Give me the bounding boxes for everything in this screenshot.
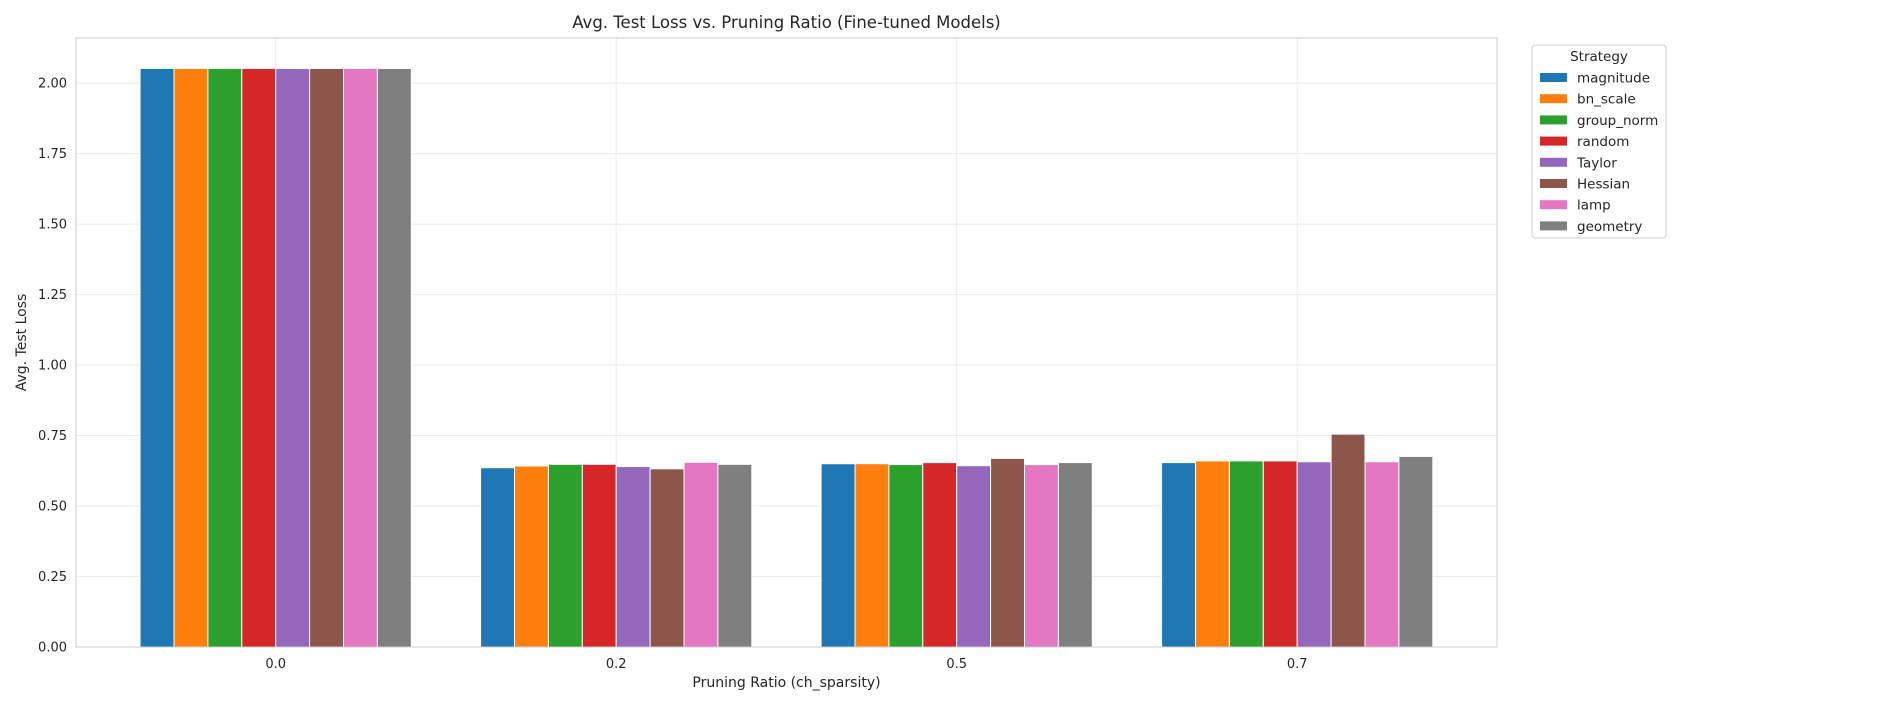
x-axis-ticks: 0.0 0.2 0.5 0.7 xyxy=(265,657,1307,672)
bar-bn-scale-0-5 xyxy=(854,463,890,648)
bar-geometry-0-7 xyxy=(1398,455,1434,648)
legend-swatch xyxy=(1540,136,1567,146)
x-tick-label: 0.7 xyxy=(1287,657,1308,672)
bar-random-0-5 xyxy=(922,462,958,648)
bar-bn-scale-0-2 xyxy=(514,465,549,648)
bar-lamp-0-5 xyxy=(1024,464,1059,648)
bar-bn-scale-0-0 xyxy=(173,67,209,648)
y-axis-ticks: 0.00 0.25 0.50 0.75 1.00 1.25 1.50 1.75 2.00 xyxy=(38,77,67,656)
legend-swatch xyxy=(1540,200,1567,210)
y-tick-label: 1.50 xyxy=(38,218,67,233)
bar-random-0-0 xyxy=(241,67,277,648)
bar-taylor-0-0 xyxy=(275,67,311,648)
legend-label: geometry xyxy=(1577,219,1642,235)
bar-magnitude-0-7 xyxy=(1161,462,1196,648)
legend-swatch xyxy=(1540,179,1567,188)
bar-hessian-0-0 xyxy=(309,67,345,648)
bar-geometry-0-5 xyxy=(1057,462,1093,648)
bar-group-norm-0-5 xyxy=(888,464,924,648)
y-tick-label: 1.00 xyxy=(38,359,67,374)
legend-swatch xyxy=(1540,94,1567,104)
y-axis-label: Avg. Test Loss xyxy=(14,294,30,392)
y-tick-label: 0.00 xyxy=(38,641,67,656)
bar-bn-scale-0-7 xyxy=(1195,460,1230,648)
y-tick-label: 0.50 xyxy=(38,500,67,515)
y-tick-label: 0.75 xyxy=(38,429,67,444)
legend-label: magnitude xyxy=(1577,71,1650,87)
legend: Strategy magnitude bn_scale group_normrand… xyxy=(1531,44,1667,239)
bar-magnitude-0-2 xyxy=(480,467,516,648)
legend-title: Strategy xyxy=(1570,49,1628,65)
bar-geometry-0-0 xyxy=(376,67,412,648)
bar-hessian-0-7 xyxy=(1330,433,1366,648)
bar-hessian-0-2 xyxy=(649,468,685,648)
x-tick-label: 0.2 xyxy=(606,657,627,672)
bar-taylor-0-5 xyxy=(956,465,992,648)
legend-swatch xyxy=(1540,115,1567,125)
bar-magnitude-0-5 xyxy=(820,463,856,648)
bar-group-norm-0-2 xyxy=(547,463,583,648)
bar-magnitude-0-0 xyxy=(139,67,175,648)
bar-geometry-0-2 xyxy=(717,463,753,648)
chart-title: Avg. Test Loss vs. Pruning Ratio (Fine-t… xyxy=(572,13,1001,32)
plot-area-frame xyxy=(75,37,1498,648)
legend-swatch xyxy=(1540,73,1567,82)
y-tick-label: 2.00 xyxy=(38,77,67,92)
bar-random-0-2 xyxy=(581,463,617,648)
bar-lamp-0-0 xyxy=(343,67,378,648)
legend-label: random xyxy=(1577,134,1629,150)
bar-hessian-0-5 xyxy=(990,457,1025,648)
bar-lamp-0-7 xyxy=(1364,461,1400,648)
y-tick-label: 0.25 xyxy=(38,570,67,585)
x-axis-label: Pruning Ratio (ch_sparsity) xyxy=(692,675,880,691)
bar-group-norm-0-0 xyxy=(207,67,243,648)
x-tick-label: 0.0 xyxy=(265,657,286,672)
bar-taylor-0-2 xyxy=(615,466,651,648)
legend-label: lamp xyxy=(1577,198,1611,214)
bars xyxy=(139,67,1434,648)
legend-box xyxy=(1531,44,1667,239)
legend-label: group_norm xyxy=(1577,113,1658,129)
legend-swatch xyxy=(1540,221,1567,231)
bar-lamp-0-2 xyxy=(683,461,719,648)
legend-label: Taylor xyxy=(1576,155,1617,171)
legend-swatch xyxy=(1540,157,1567,167)
y-tick-label: 1.75 xyxy=(38,147,67,162)
y-tick-label: 1.25 xyxy=(38,288,67,303)
legend-label: bn_scale xyxy=(1577,92,1636,108)
bar-taylor-0-7 xyxy=(1296,461,1332,648)
bar-random-0-7 xyxy=(1262,460,1298,648)
bar-group-norm-0-7 xyxy=(1228,460,1264,648)
x-tick-label: 0.5 xyxy=(946,657,967,672)
legend-label: Hessian xyxy=(1577,177,1630,193)
